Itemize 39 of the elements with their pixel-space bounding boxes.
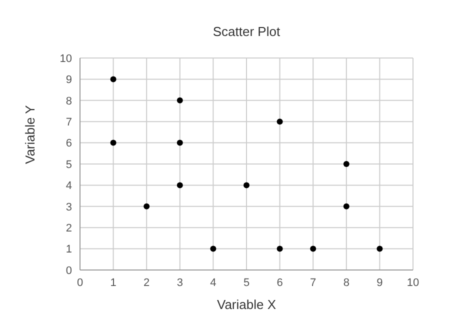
y-tick-label: 0 (66, 264, 72, 277)
x-tick-label: 7 (310, 276, 316, 289)
point (176, 140, 183, 146)
x-tick-label: 8 (343, 276, 350, 289)
point (110, 140, 116, 146)
point (144, 203, 150, 210)
y-tick-label: 4 (66, 180, 72, 192)
x-tick-label: 3 (176, 276, 183, 289)
y-tick-label: 10 (60, 52, 72, 65)
y-tick-label: 1 (66, 244, 72, 256)
x-tick-label: 6 (276, 276, 283, 289)
point (276, 118, 283, 125)
point (176, 97, 183, 104)
y-tick-label: 3 (66, 201, 72, 214)
point (343, 203, 350, 210)
y-tick-label: 9 (66, 74, 72, 86)
chart-title: Scatter Plot (212, 24, 282, 39)
point (276, 246, 283, 252)
x-tick-label: 0 (76, 276, 84, 289)
x-axis-title: Variable X (216, 297, 276, 312)
x-tick-label: 2 (144, 276, 150, 289)
point (210, 246, 216, 252)
y-axis-title: Variable Y (22, 104, 38, 164)
x-tick-label: 10 (406, 276, 420, 289)
x-tick-label: 9 (376, 276, 383, 289)
x-tick-label: 1 (110, 276, 116, 289)
point (176, 182, 183, 188)
x-tick-label: 4 (210, 276, 216, 289)
y-tick-label: 7 (66, 116, 72, 129)
point (376, 246, 383, 252)
x-tick-label: 5 (243, 276, 250, 289)
y-tick-label: 5 (66, 158, 72, 171)
point (343, 161, 350, 167)
point (110, 76, 116, 82)
y-tick-label: 2 (66, 222, 72, 235)
point (244, 182, 250, 188)
point (310, 246, 316, 252)
y-tick-label: 8 (66, 95, 72, 108)
y-tick-label: 6 (66, 138, 72, 150)
